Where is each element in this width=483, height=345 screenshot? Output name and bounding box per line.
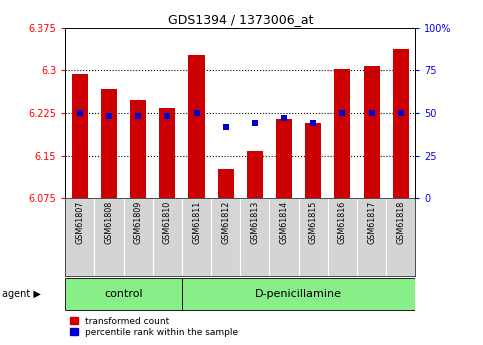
Bar bbox=[364, 66, 380, 198]
Text: GSM61810: GSM61810 bbox=[163, 201, 172, 244]
Text: GSM61812: GSM61812 bbox=[221, 201, 230, 244]
Point bbox=[222, 124, 229, 129]
Point bbox=[368, 110, 375, 116]
Bar bbox=[101, 89, 117, 198]
Point bbox=[76, 110, 84, 116]
Point bbox=[339, 110, 346, 116]
Text: control: control bbox=[104, 289, 143, 299]
Bar bbox=[211, 198, 241, 276]
Point bbox=[134, 114, 142, 119]
Point bbox=[280, 115, 288, 121]
Bar bbox=[276, 119, 292, 198]
Legend: transformed count, percentile rank within the sample: transformed count, percentile rank withi… bbox=[70, 317, 238, 337]
Point bbox=[310, 120, 317, 126]
Point bbox=[397, 110, 405, 116]
Bar bbox=[188, 55, 204, 198]
Title: GDS1394 / 1373006_at: GDS1394 / 1373006_at bbox=[168, 13, 313, 27]
Text: GSM61818: GSM61818 bbox=[396, 201, 405, 244]
Text: GSM61811: GSM61811 bbox=[192, 201, 201, 244]
Point bbox=[105, 114, 113, 119]
Text: D-penicillamine: D-penicillamine bbox=[255, 289, 342, 299]
Bar bbox=[182, 198, 211, 276]
Point bbox=[193, 110, 200, 116]
Bar bbox=[72, 74, 88, 198]
Text: GSM61816: GSM61816 bbox=[338, 201, 347, 244]
Bar bbox=[305, 123, 321, 198]
Bar bbox=[124, 198, 153, 276]
Bar bbox=[94, 198, 124, 276]
Bar bbox=[130, 100, 146, 198]
Text: GSM61813: GSM61813 bbox=[250, 201, 259, 244]
Bar bbox=[218, 169, 234, 198]
Text: GSM61814: GSM61814 bbox=[280, 201, 288, 244]
Text: agent ▶: agent ▶ bbox=[2, 289, 41, 299]
Text: GSM61807: GSM61807 bbox=[75, 201, 85, 244]
Point bbox=[163, 114, 171, 119]
Bar bbox=[65, 198, 94, 276]
Text: GSM61808: GSM61808 bbox=[104, 201, 114, 244]
Point bbox=[251, 120, 259, 126]
Text: GSM61817: GSM61817 bbox=[367, 201, 376, 244]
Bar bbox=[247, 151, 263, 198]
Bar bbox=[393, 49, 409, 198]
Bar bbox=[270, 198, 298, 276]
Bar bbox=[159, 108, 175, 198]
Bar bbox=[153, 198, 182, 276]
Bar bbox=[182, 278, 415, 310]
Bar bbox=[241, 198, 270, 276]
Bar bbox=[357, 198, 386, 276]
Bar bbox=[386, 198, 415, 276]
Text: GSM61809: GSM61809 bbox=[134, 201, 142, 244]
Bar bbox=[65, 278, 182, 310]
Text: GSM61815: GSM61815 bbox=[309, 201, 318, 244]
Bar bbox=[298, 198, 328, 276]
Bar bbox=[334, 69, 351, 198]
Bar bbox=[328, 198, 357, 276]
